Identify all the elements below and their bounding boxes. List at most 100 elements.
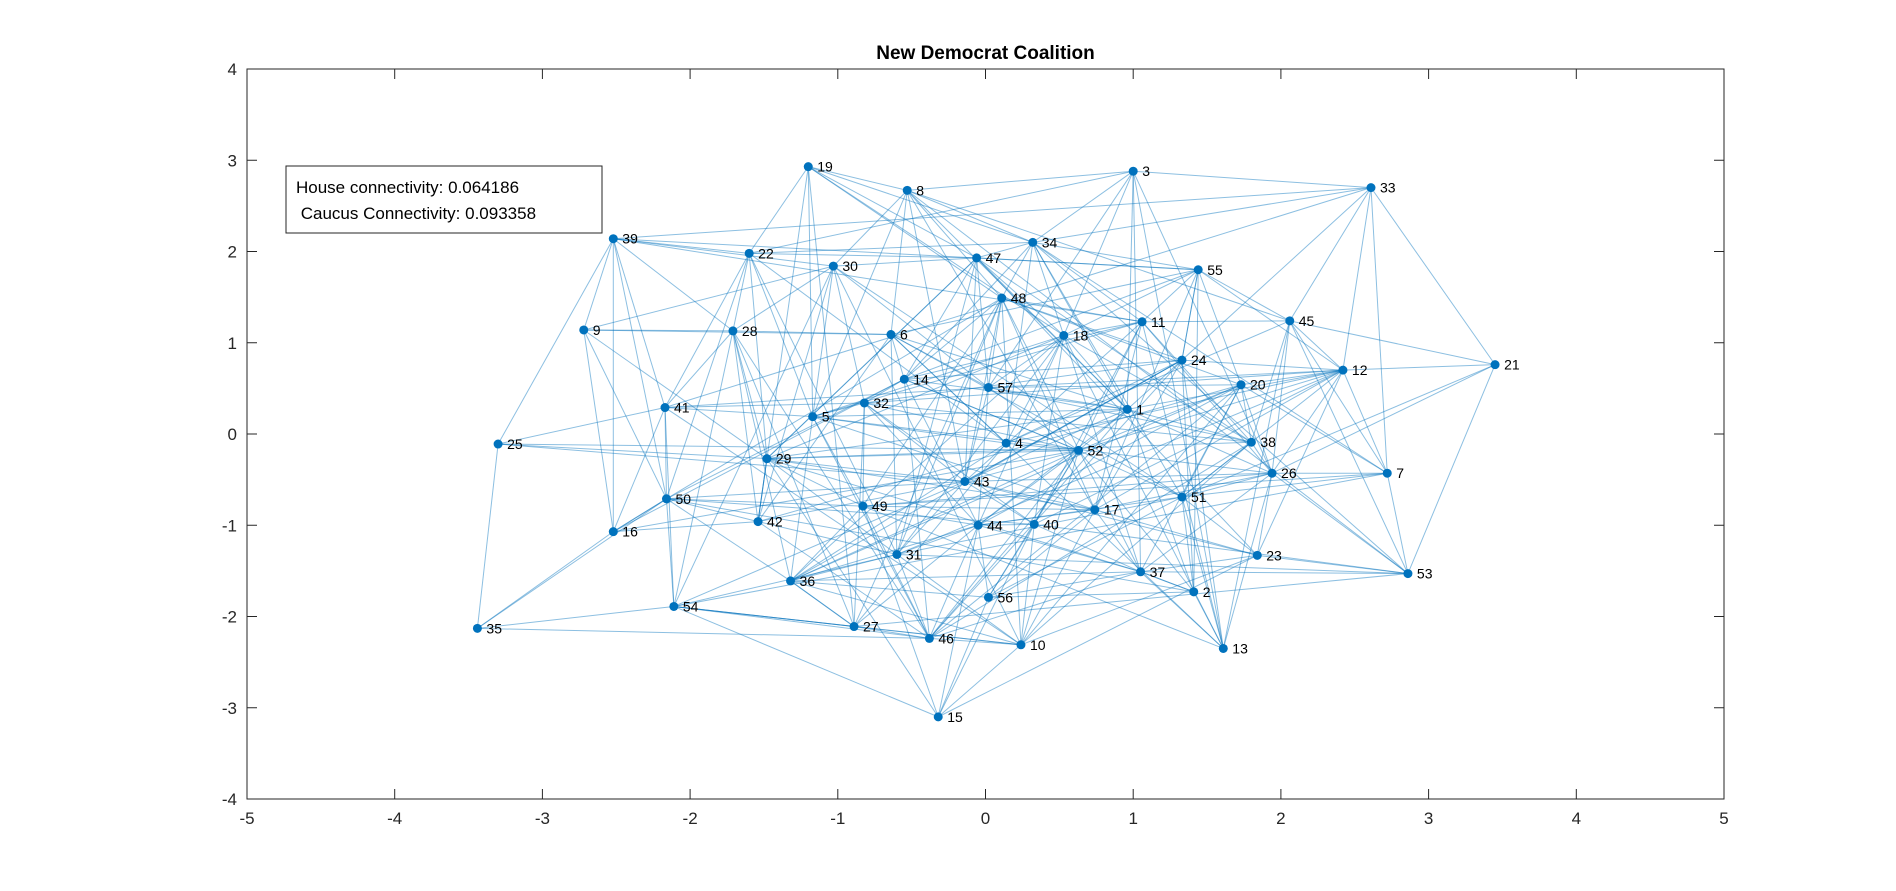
graph-edge bbox=[890, 269, 1199, 336]
graph-edge bbox=[1132, 171, 1224, 649]
graph-edge bbox=[1271, 320, 1291, 474]
graph-edge bbox=[928, 525, 979, 639]
graph-edge bbox=[906, 190, 1128, 410]
graph-edge bbox=[757, 521, 930, 639]
graph-edge bbox=[1032, 187, 1372, 243]
graph-edge bbox=[853, 442, 1007, 627]
graph-edge bbox=[1289, 187, 1372, 322]
graph-edge bbox=[666, 297, 1003, 500]
graph-edge bbox=[1063, 321, 1143, 336]
graph-edge bbox=[477, 627, 930, 639]
graph-edge bbox=[904, 269, 1199, 380]
node-label: 53 bbox=[1417, 566, 1433, 582]
graph-edge bbox=[903, 257, 978, 380]
graph-edge bbox=[929, 571, 1141, 639]
graph-edge bbox=[808, 166, 1033, 243]
graph-edge bbox=[812, 266, 834, 417]
node-label: 14 bbox=[913, 371, 929, 387]
y-tick-label: -2 bbox=[222, 608, 237, 627]
graph-edge bbox=[748, 166, 809, 254]
node-layer: 1234567891011121314151617181920212223242… bbox=[472, 159, 1520, 725]
graph-edge bbox=[1141, 321, 1252, 443]
node-label: 26 bbox=[1281, 465, 1297, 481]
graph-edge bbox=[1063, 269, 1199, 336]
graph-edge bbox=[757, 458, 768, 522]
graph-edge bbox=[807, 166, 814, 417]
graph-edge bbox=[977, 384, 1242, 526]
graph-edge bbox=[749, 170, 1134, 254]
node-label: 29 bbox=[776, 451, 792, 467]
graph-node bbox=[493, 439, 503, 449]
graph-edge bbox=[988, 496, 1183, 598]
graph-node bbox=[1490, 360, 1500, 370]
graph-edge bbox=[904, 321, 1143, 380]
node-label: 27 bbox=[863, 619, 879, 635]
graph-edge bbox=[666, 498, 1035, 525]
node-label: 38 bbox=[1260, 434, 1276, 450]
graph-edge bbox=[907, 189, 1290, 322]
graph-edge bbox=[1181, 369, 1344, 498]
graph-node bbox=[753, 517, 763, 527]
graph-edge bbox=[766, 334, 1064, 460]
graph-edge bbox=[977, 450, 1079, 526]
graph-edge bbox=[853, 524, 979, 627]
graph-edge bbox=[964, 359, 1183, 482]
graph-edge bbox=[976, 257, 989, 388]
graph-edge bbox=[1289, 320, 1496, 366]
y-tick-label: -3 bbox=[222, 699, 237, 718]
graph-edge bbox=[583, 265, 834, 331]
x-tick-label: 1 bbox=[1128, 809, 1137, 828]
node-label: 11 bbox=[1151, 314, 1166, 330]
graph-edge bbox=[613, 449, 1079, 533]
graph-edge bbox=[1020, 554, 1258, 646]
graph-edge bbox=[988, 571, 1141, 598]
graph-edge bbox=[862, 472, 1273, 507]
graph-edge bbox=[853, 626, 1022, 646]
graph-edge bbox=[808, 166, 908, 191]
graph-edge bbox=[1140, 571, 1194, 593]
x-tick-label: 2 bbox=[1276, 809, 1285, 828]
graph-edge bbox=[766, 458, 1141, 573]
graph-edge bbox=[1005, 242, 1034, 444]
graph-edge bbox=[964, 472, 1273, 482]
graph-edge bbox=[1271, 369, 1344, 474]
graph-edge bbox=[790, 580, 855, 627]
x-tick-label: -5 bbox=[239, 809, 254, 828]
graph-edge bbox=[790, 442, 1007, 582]
graph-edge bbox=[904, 378, 1128, 410]
x-tick-label: 4 bbox=[1572, 809, 1581, 828]
graph-edge bbox=[1005, 359, 1183, 444]
graph-edge bbox=[1001, 297, 1142, 573]
graph-edge bbox=[977, 525, 989, 598]
graph-edge bbox=[862, 402, 865, 507]
graph-node bbox=[973, 520, 983, 530]
graph-node bbox=[849, 622, 859, 632]
graph-edge bbox=[1240, 384, 1252, 443]
graph-edge bbox=[1342, 369, 1388, 474]
graph-edge bbox=[1020, 384, 1242, 646]
graph-node bbox=[1338, 365, 1348, 375]
graph-edge bbox=[988, 170, 1134, 388]
graph-edge bbox=[906, 189, 1409, 575]
graph-edge bbox=[1126, 359, 1183, 410]
graph-edge bbox=[1078, 450, 1195, 593]
graph-edge bbox=[498, 443, 767, 460]
graph-edge bbox=[807, 166, 1065, 336]
node-label: 40 bbox=[1043, 516, 1059, 532]
graph-edge bbox=[732, 330, 792, 582]
graph-node bbox=[859, 398, 869, 408]
graph-edge bbox=[988, 369, 1343, 388]
graph-edge bbox=[732, 253, 750, 331]
graph-edge bbox=[988, 386, 1128, 410]
node-label: 57 bbox=[997, 379, 1013, 395]
graph-edge bbox=[1342, 364, 1496, 371]
graph-edge bbox=[1094, 359, 1183, 510]
graph-edge bbox=[1126, 171, 1134, 410]
graph-edge bbox=[1193, 269, 1199, 592]
graph-edge bbox=[766, 257, 977, 459]
node-label: 8 bbox=[916, 182, 924, 198]
graph-edge bbox=[1032, 170, 1134, 243]
graph-edge bbox=[766, 408, 1128, 460]
graph-edge bbox=[1020, 450, 1080, 645]
